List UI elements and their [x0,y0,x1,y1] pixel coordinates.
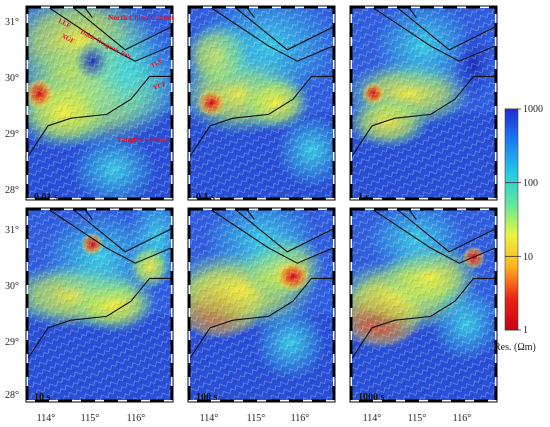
panel-frame [349,5,498,201]
lon-tick: 114° [200,413,219,424]
longitude-axis-labels: 114° 115° 116° 114° 115° 116° 114° 115° … [37,413,472,424]
panel-frame [25,5,174,201]
fault-line [397,8,495,51]
fault-line [408,210,417,220]
colorbar-ticks [505,108,521,331]
craton-boundary-line [352,75,495,157]
period-label: 0.01 s [34,192,58,203]
fault-line [235,210,333,253]
period-label: 10 s [34,392,51,403]
period-label: 1 s [358,192,370,203]
period-label: 1000 s [358,392,385,403]
panel-frame [349,207,498,403]
resistivity-panel [25,207,174,403]
fault-line [408,8,417,18]
fault-line [246,8,255,18]
lat-tick: 28° [5,185,19,196]
lon-tick: 114° [37,413,56,424]
colorbar: 1000 100 10 1 Res. (Ωm) [494,104,543,353]
lon-tick: 116° [127,413,146,424]
fault-line [73,210,171,253]
fault-line [211,8,333,62]
lat-tick: 31° [5,17,19,28]
lat-tick: 29° [5,129,19,140]
lon-tick: 115° [408,413,427,424]
period-label: 0.1 s [196,192,215,203]
panel-frame [187,207,336,403]
lat-tick: 30° [5,281,19,292]
resistivity-panel [25,5,174,201]
lon-tick: 115° [81,413,100,424]
lon-tick: 116° [291,413,310,424]
lat-tick: 28° [5,390,19,401]
fault-line [73,8,171,51]
colorbar-tick-label: 1000 [523,104,543,115]
fault-line [373,8,495,62]
colorbar-tick-label: 100 [523,178,538,189]
ycf-label: YCF [152,81,167,92]
fault-line [49,210,171,264]
fault-line [211,210,333,264]
fault-line [373,210,495,264]
lat-tick: 31° [5,225,19,236]
resistivity-panel [187,207,336,403]
colorbar-tick-label: 1 [523,325,528,336]
fault-line [397,210,495,253]
fault-line [84,210,93,220]
latitude-axis-labels: 31° 30° 29° 28° 31° 30° 29° 28° [5,17,19,401]
fault-line [235,8,333,51]
panel-frame [187,5,336,201]
colorbar-tick-label: 10 [523,252,533,263]
period-label: 100 s [196,392,218,403]
north-china-craton-label: North China Craton [108,13,174,22]
lon-tick: 116° [453,413,472,424]
craton-boundary-line [190,75,333,157]
fault-line [246,210,255,220]
fault-line [49,8,171,62]
colorbar-title: Res. (Ωm) [494,342,536,353]
period-labels: 0.01 s 0.1 s 1 s 10 s 100 s 1000 s [34,192,385,403]
resistivity-panel [349,207,498,403]
panel-frame [25,207,174,403]
resistivity-panel [349,5,498,201]
resistivity-panel [187,5,336,201]
panels-layer [25,5,498,403]
lat-tick: 29° [5,337,19,348]
lat-tick: 30° [5,73,19,84]
lon-tick: 114° [363,413,382,424]
craton-boundary-line [28,277,171,359]
lon-tick: 115° [247,413,266,424]
colorbar-gradient [504,108,519,331]
yangtze-craton-label: Yangtze Craton [117,135,168,144]
craton-boundary-line [352,277,495,359]
fault-line [84,8,93,18]
craton-boundary-line [28,75,171,157]
craton-boundary-line [190,277,333,359]
